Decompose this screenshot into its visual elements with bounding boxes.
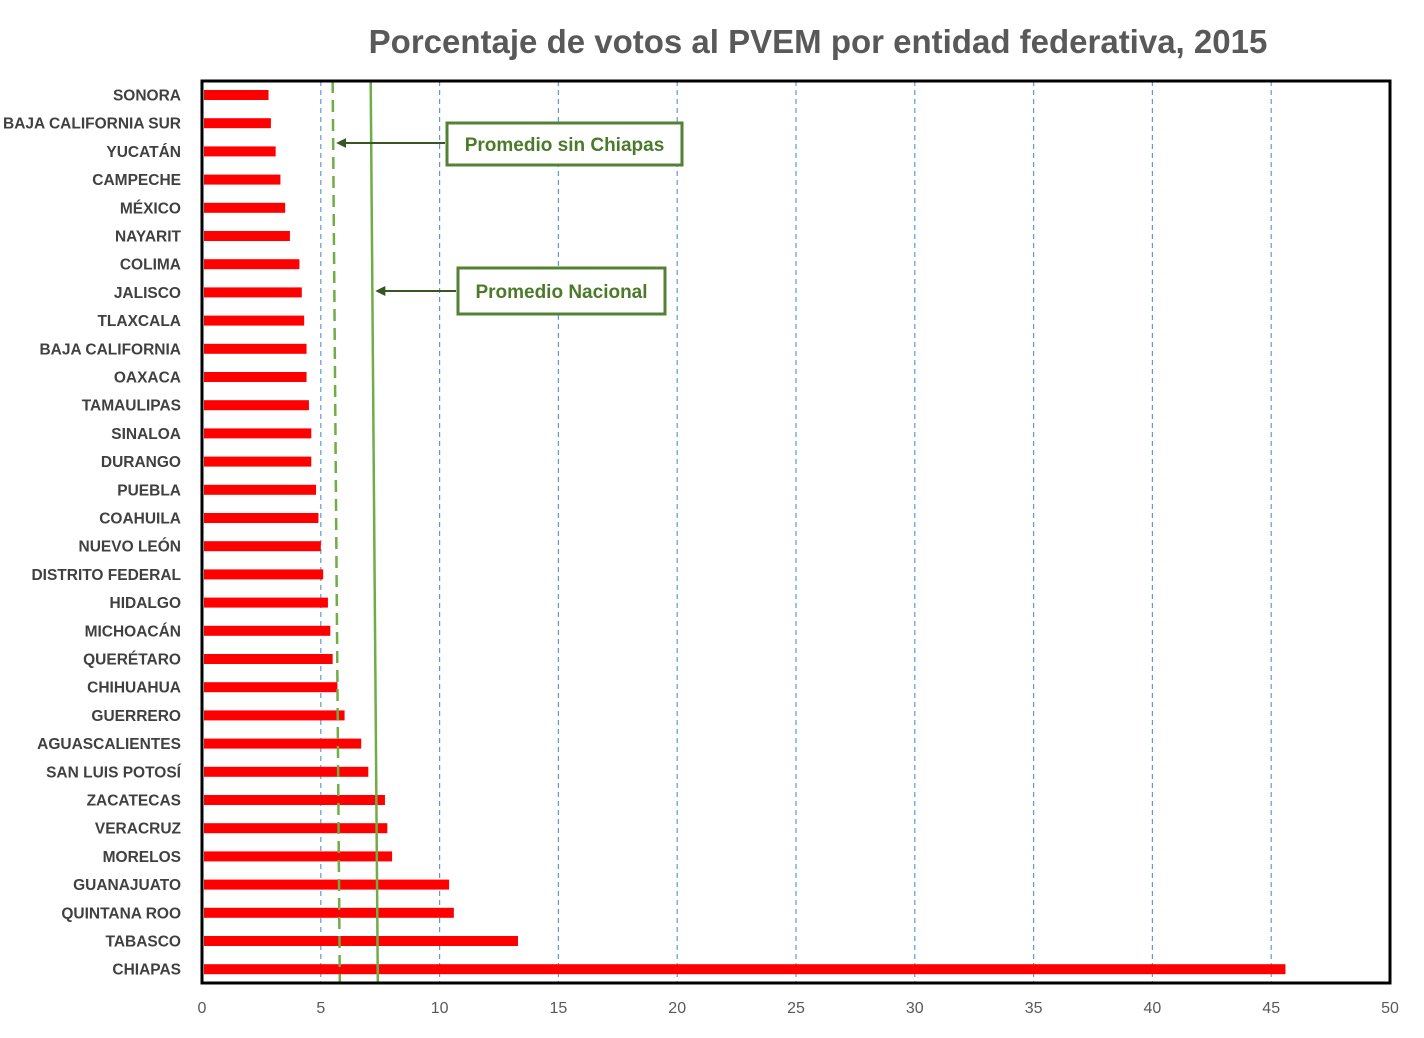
category-label-14: PUEBLA <box>117 482 181 499</box>
grid-lines <box>320 81 1272 983</box>
bar-9 <box>204 343 307 354</box>
bar-22 <box>204 710 345 721</box>
bar-16 <box>204 541 321 552</box>
bar-23 <box>204 738 362 749</box>
x-tick-label-2: 10 <box>431 1000 449 1017</box>
x-tick-label-5: 25 <box>787 1000 805 1017</box>
x-tick-label-8: 40 <box>1144 1000 1162 1017</box>
category-label-15: COAHUILA <box>99 511 181 528</box>
category-label-8: TLAXCALA <box>97 313 181 330</box>
category-label-25: ZACATECAS <box>87 793 181 810</box>
bar-6 <box>204 259 300 270</box>
bar-10 <box>204 372 307 382</box>
category-label-24: SAN LUIS POTOSÍ <box>46 764 182 781</box>
callouts: Promedio sin Chiapas Promedio Nacional <box>336 121 684 316</box>
callout-box-0 <box>445 121 684 167</box>
bar-24 <box>204 766 369 777</box>
category-label-13: DURANGO <box>101 454 181 471</box>
reference-line-1 <box>369 80 380 984</box>
category-label-27: MORELOS <box>103 849 181 866</box>
category-label-16: NUEVO LEÓN <box>79 538 181 556</box>
category-label-2: YUCATÁN <box>106 144 181 161</box>
callout-label-0: Promedio sin Chiapas <box>465 135 665 156</box>
bar-31 <box>204 964 1286 975</box>
bar-18 <box>204 597 328 608</box>
category-label-4: MÉXICO <box>120 200 181 217</box>
category-label-30: TABASCO <box>106 934 182 951</box>
bar-8 <box>204 315 305 326</box>
category-label-1: BAJA CALIFORNIA SUR <box>3 116 181 133</box>
bar-29 <box>204 907 454 918</box>
category-label-5: NAYARIT <box>115 229 182 246</box>
chart-title: Porcentaje de votos al PVEM por entidad … <box>369 23 1268 60</box>
bar-12 <box>204 428 312 439</box>
bar-3 <box>204 174 281 185</box>
bar-21 <box>204 682 338 693</box>
x-tick-label-1: 5 <box>316 1000 325 1017</box>
x-tick-label-6: 30 <box>906 1000 924 1017</box>
category-label-22: GUERRERO <box>91 708 181 725</box>
category-label-18: HIDALGO <box>110 595 181 612</box>
bar-25 <box>204 795 385 805</box>
bar-17 <box>204 569 324 580</box>
x-tick-label-4: 20 <box>668 1000 686 1017</box>
bar-5 <box>204 231 290 241</box>
category-label-21: CHIHUAHUA <box>87 680 181 697</box>
x-tick-label-10: 50 <box>1381 1000 1399 1017</box>
bar-7 <box>204 287 302 298</box>
bar-0 <box>204 90 269 100</box>
bar-30 <box>204 936 519 946</box>
plot-frame <box>200 79 1392 985</box>
category-label-31: CHIAPAS <box>112 962 181 979</box>
category-label-20: QUERÉTARO <box>83 652 181 669</box>
category-label-11: TAMAULIPAS <box>82 398 181 415</box>
category-label-19: MICHOACÁN <box>85 623 181 640</box>
bar-28 <box>204 879 450 890</box>
category-label-12: SINALOA <box>111 426 181 443</box>
bar-4 <box>204 202 286 213</box>
bar-19 <box>204 625 331 636</box>
category-label-26: VERACRUZ <box>95 821 182 838</box>
bars <box>204 90 1286 975</box>
callout-box-1 <box>456 266 667 316</box>
category-label-7: JALISCO <box>114 285 181 302</box>
category-label-29: QUINTANA ROO <box>61 905 181 922</box>
category-label-17: DISTRITO FEDERAL <box>31 567 181 584</box>
bar-20 <box>204 654 333 664</box>
category-labels: SONORA BAJA CALIFORNIA SUR YUCATÁN CAMPECHE… <box>3 88 182 979</box>
x-tick-label-3: 15 <box>550 1000 568 1017</box>
bar-14 <box>204 484 317 495</box>
bar-2 <box>204 146 276 157</box>
category-label-6: COLIMA <box>120 257 181 274</box>
category-label-10: OAXACA <box>114 370 181 387</box>
reference-lines <box>331 80 380 984</box>
category-label-23: AGUASCALIENTES <box>37 736 181 753</box>
category-label-3: CAMPECHE <box>92 172 181 189</box>
x-tick-label-7: 35 <box>1025 1000 1043 1017</box>
callout-label-1: Promedio Nacional <box>475 282 647 303</box>
x-axis-tick-labels: 0 5 10 15 20 25 30 35 40 45 50 <box>198 1000 1399 1017</box>
category-label-0: SONORA <box>113 88 181 105</box>
bar-13 <box>204 456 312 467</box>
x-tick-label-9: 45 <box>1262 1000 1280 1017</box>
bar-15 <box>204 513 319 523</box>
bar-27 <box>204 851 393 862</box>
bar-26 <box>204 823 388 834</box>
category-label-9: BAJA CALIFORNIA <box>39 341 181 358</box>
category-label-28: GUANAJUATO <box>73 877 181 894</box>
bar-11 <box>204 400 309 411</box>
bar-1 <box>204 118 271 129</box>
reference-line-0 <box>331 80 342 984</box>
x-tick-label-0: 0 <box>198 1000 207 1017</box>
